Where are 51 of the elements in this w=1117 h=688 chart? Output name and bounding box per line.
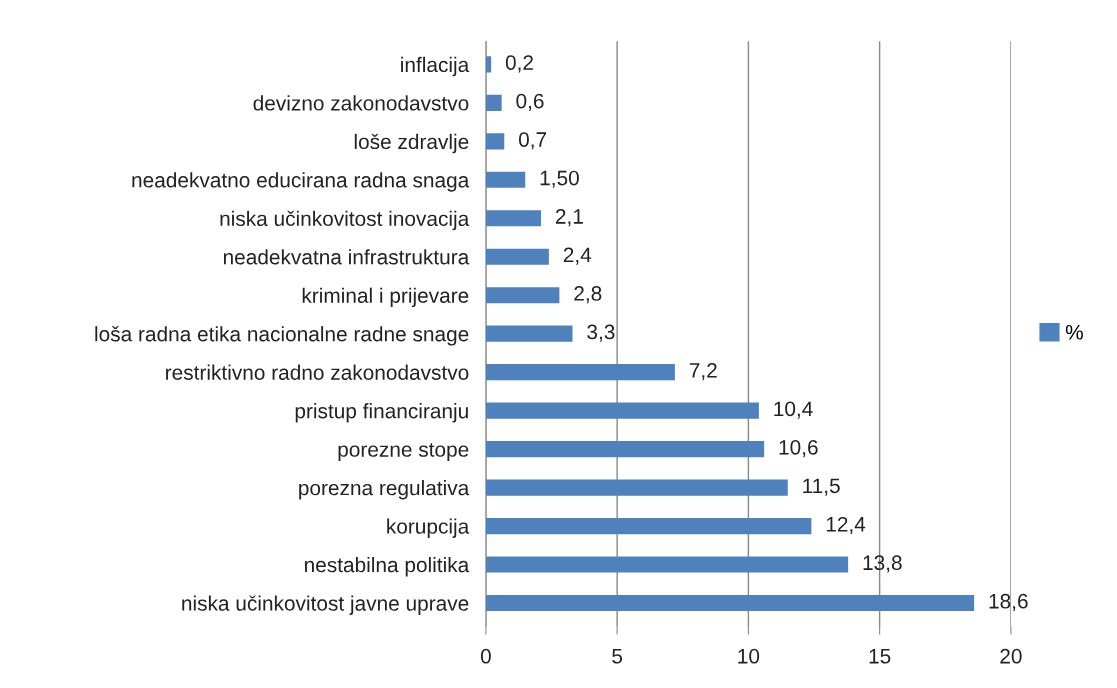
bar: [485, 56, 492, 73]
bar: [485, 441, 765, 458]
data-label: 7,2: [689, 362, 717, 381]
bar: [485, 364, 675, 381]
y-tick-label: niska učinkovitost inovacija: [220, 210, 470, 231]
y-tick-label: loša radna etika nacionalne radne snage: [95, 326, 469, 346]
y-tick-label: korupcija: [387, 518, 470, 538]
y-tick-label: kriminal i prijevare: [302, 287, 469, 308]
data-label: 3,3: [587, 324, 615, 342]
bar: [485, 479, 788, 496]
bar: [485, 556, 849, 573]
y-tick-label: neadekvatno educirana radna snaga: [132, 172, 470, 192]
bar: [485, 517, 812, 535]
y-tick-label: porezne stope: [338, 443, 469, 461]
x-tick-label: 5: [612, 649, 623, 664]
data-label: 13,8: [863, 555, 902, 573]
data-label: 10,4: [774, 401, 813, 419]
data-label: 2,8: [574, 286, 602, 304]
y-tick-label: nestabilna politika: [305, 556, 470, 577]
data-label: 0,2: [505, 55, 533, 73]
y-tick-label: pristup financiranju: [295, 403, 468, 423]
y-tick-label: porezna regulativa: [299, 480, 470, 500]
data-label: 10,6: [779, 439, 818, 458]
bar: [485, 594, 975, 612]
data-label: 18,6: [989, 593, 1028, 612]
bar: [485, 210, 542, 227]
data-label: 12,4: [826, 516, 866, 535]
data-label: 2,4: [563, 247, 592, 265]
y-tick-label: loše zdravlje: [354, 133, 469, 154]
bar: [485, 325, 573, 342]
bar: [485, 287, 560, 304]
y-tick-label: neadekvatna infrastruktura: [223, 249, 470, 265]
y-tick-label: inflacija: [401, 56, 470, 77]
x-tick-label: 15: [869, 649, 891, 664]
x-tick-label: 20: [1000, 648, 1022, 664]
data-label: 0,7: [518, 132, 547, 150]
x-tick-label: 0: [480, 648, 491, 664]
x-tick-label: 10: [738, 648, 760, 664]
bar: [485, 133, 505, 150]
bar: [485, 248, 549, 265]
bar: [485, 402, 759, 419]
legend-label: %: [1065, 324, 1083, 340]
data-label: 2,1: [555, 209, 583, 227]
bar: [485, 94, 502, 111]
y-tick-label: niska učinkovitost javne uprave: [182, 595, 469, 615]
y-tick-label: devizno zakonodavstvo: [253, 95, 469, 111]
y-tick-label: restriktivno radno zakonodavstvo: [166, 364, 469, 380]
bar: [485, 171, 526, 188]
data-label: 1,50: [540, 170, 579, 188]
data-label: 0,6: [516, 93, 544, 111]
data-label: 11,5: [803, 478, 840, 496]
